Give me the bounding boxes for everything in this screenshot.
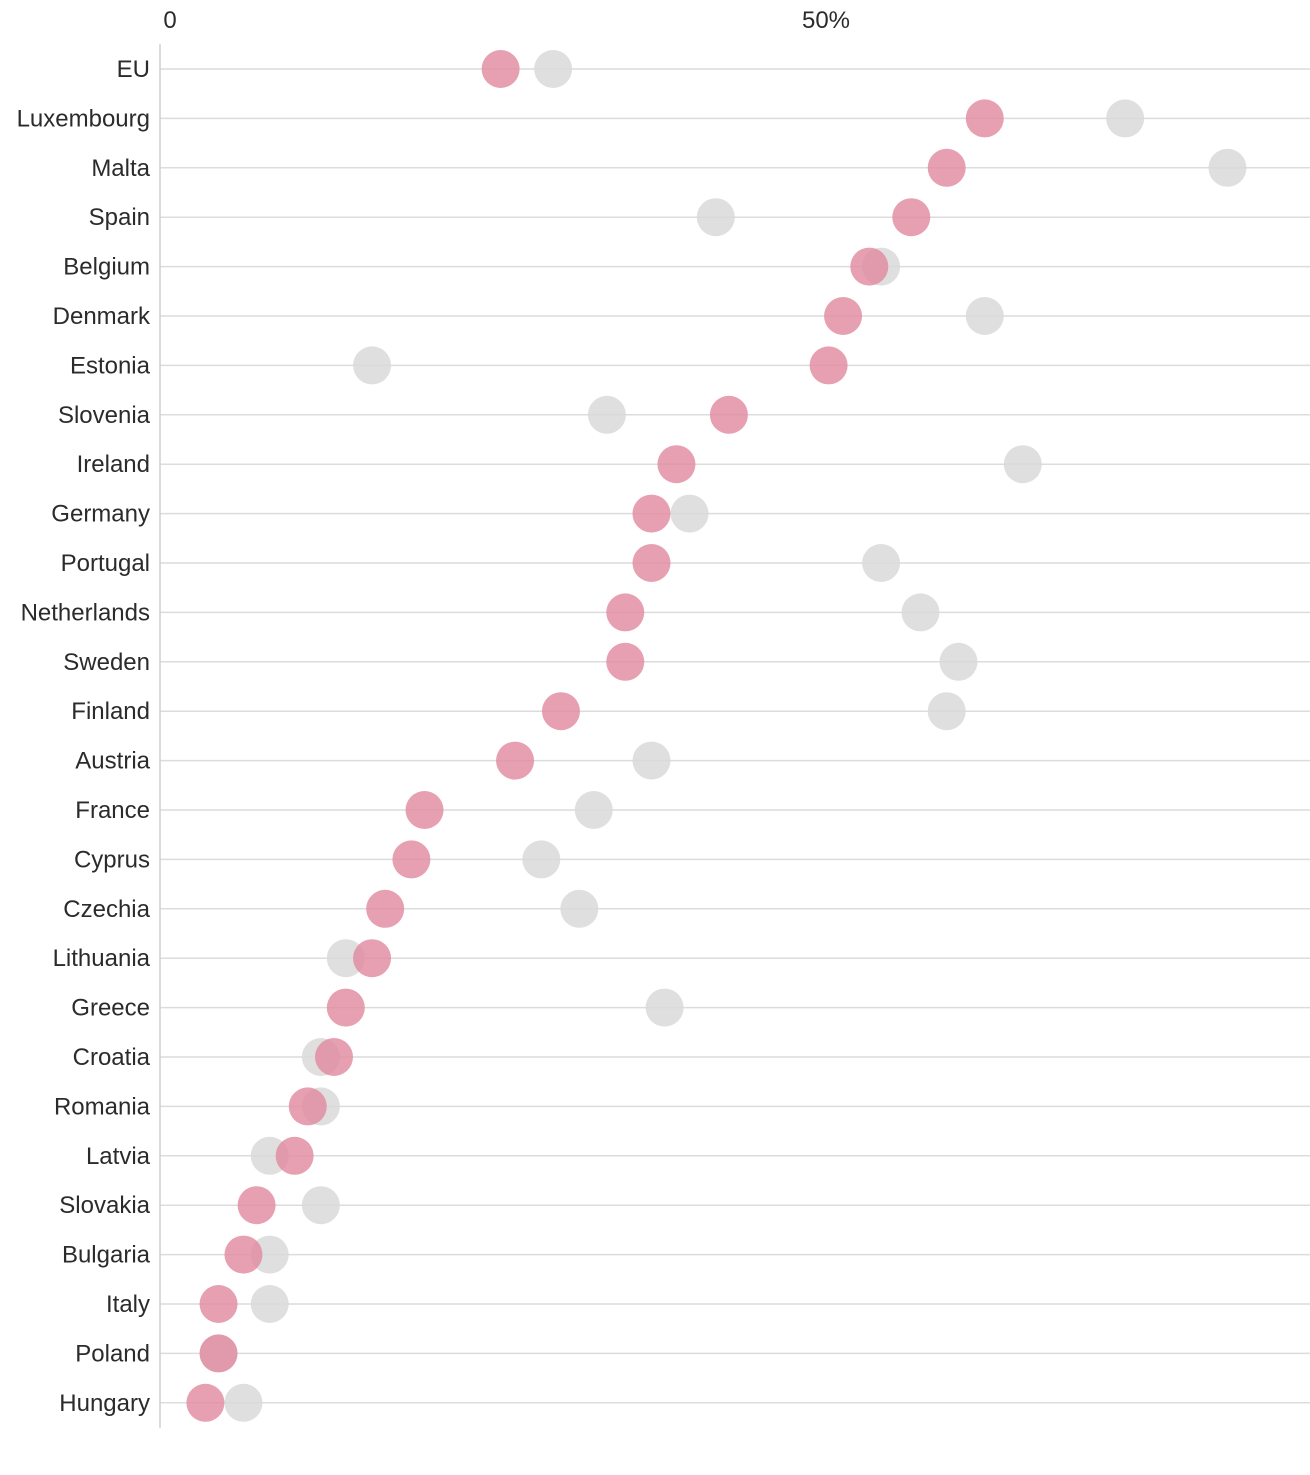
data-point-grey [224, 1383, 263, 1422]
data-point-grey [1208, 148, 1247, 187]
data-point-pink [392, 840, 431, 879]
country-label: Netherlands [21, 599, 150, 626]
country-label: Estonia [70, 352, 151, 379]
data-point-grey [696, 198, 735, 237]
data-point-pink [606, 642, 645, 681]
data-point-grey [1003, 445, 1042, 484]
data-point-grey [1106, 99, 1145, 138]
data-point-pink [199, 1285, 238, 1323]
country-label: Romania [54, 1093, 151, 1120]
data-point-pink [606, 593, 645, 632]
country-label: Lithuania [53, 945, 151, 972]
data-point-grey [965, 297, 1004, 335]
data-point-pink [965, 99, 1004, 138]
data-point-grey [250, 1285, 289, 1323]
data-point-pink [709, 395, 748, 434]
country-label: Czechia [63, 896, 150, 923]
data-dots [186, 50, 1247, 1422]
data-point-grey [632, 741, 671, 780]
country-label: France [75, 797, 150, 824]
data-point-pink [366, 889, 405, 928]
data-point-pink [850, 247, 889, 286]
country-labels: EU Luxembourg Malta Spain Belgium Denmark Esto… [17, 56, 151, 1417]
data-point-grey [560, 889, 599, 928]
country-label: Slovenia [58, 402, 151, 429]
data-point-grey [574, 791, 613, 829]
data-point-grey [587, 395, 626, 434]
data-point-pink [927, 148, 966, 187]
data-point-grey [862, 544, 901, 582]
x-tick-label: 50% [802, 7, 850, 34]
country-label: Italy [106, 1291, 150, 1318]
data-point-pink [496, 741, 535, 780]
data-point-pink [186, 1383, 225, 1422]
data-point-pink [326, 988, 365, 1027]
data-point-pink [809, 346, 848, 385]
data-point-pink [405, 791, 444, 829]
data-point-pink [892, 198, 931, 237]
data-point-grey [250, 1235, 289, 1274]
data-point-pink [541, 692, 580, 731]
data-point-grey [534, 50, 573, 88]
data-point-pink [275, 1136, 314, 1175]
country-label: Latvia [86, 1143, 151, 1170]
data-point-pink [315, 1038, 353, 1076]
data-point-grey [645, 988, 684, 1027]
data-point-pink [353, 939, 392, 978]
data-point-pink [632, 544, 671, 582]
data-point-grey [326, 939, 365, 978]
country-label: Germany [51, 501, 150, 528]
country-label: Spain [89, 204, 150, 231]
country-label: Poland [75, 1340, 150, 1367]
data-point-pink [224, 1235, 263, 1274]
data-point-pink [199, 1334, 238, 1373]
data-point-pink [632, 494, 671, 533]
gridlines [160, 68, 1310, 1404]
country-label: Belgium [63, 254, 150, 281]
country-label: Greece [71, 995, 150, 1022]
country-label: Malta [91, 155, 150, 182]
data-point-grey [522, 840, 561, 879]
x-axis: 0 50% [159, 7, 850, 1428]
country-label: Hungary [59, 1390, 150, 1417]
data-point-grey [301, 1186, 340, 1225]
data-point-grey [939, 642, 978, 681]
country-label: Finland [71, 698, 150, 725]
country-label: Cyprus [74, 846, 150, 873]
country-label: Denmark [53, 303, 151, 330]
data-point-grey [901, 593, 940, 632]
data-point-pink [237, 1186, 276, 1225]
country-label: Austria [75, 748, 150, 775]
country-label: Sweden [63, 649, 150, 676]
country-label: Luxembourg [17, 105, 150, 132]
country-label: Slovakia [59, 1192, 150, 1219]
data-point-pink [288, 1087, 327, 1126]
data-point-grey [927, 692, 966, 731]
data-point-grey [670, 494, 709, 533]
data-point-grey [353, 346, 392, 385]
data-point-pink [481, 50, 520, 88]
data-point-pink [657, 445, 696, 484]
country-label: Ireland [77, 451, 150, 478]
country-label: Bulgaria [62, 1242, 151, 1269]
data-point-pink [824, 297, 863, 335]
country-label: Croatia [73, 1044, 151, 1071]
country-label: EU [117, 56, 150, 83]
x-tick-label: 0 [163, 7, 176, 34]
country-label: Portugal [61, 550, 150, 577]
